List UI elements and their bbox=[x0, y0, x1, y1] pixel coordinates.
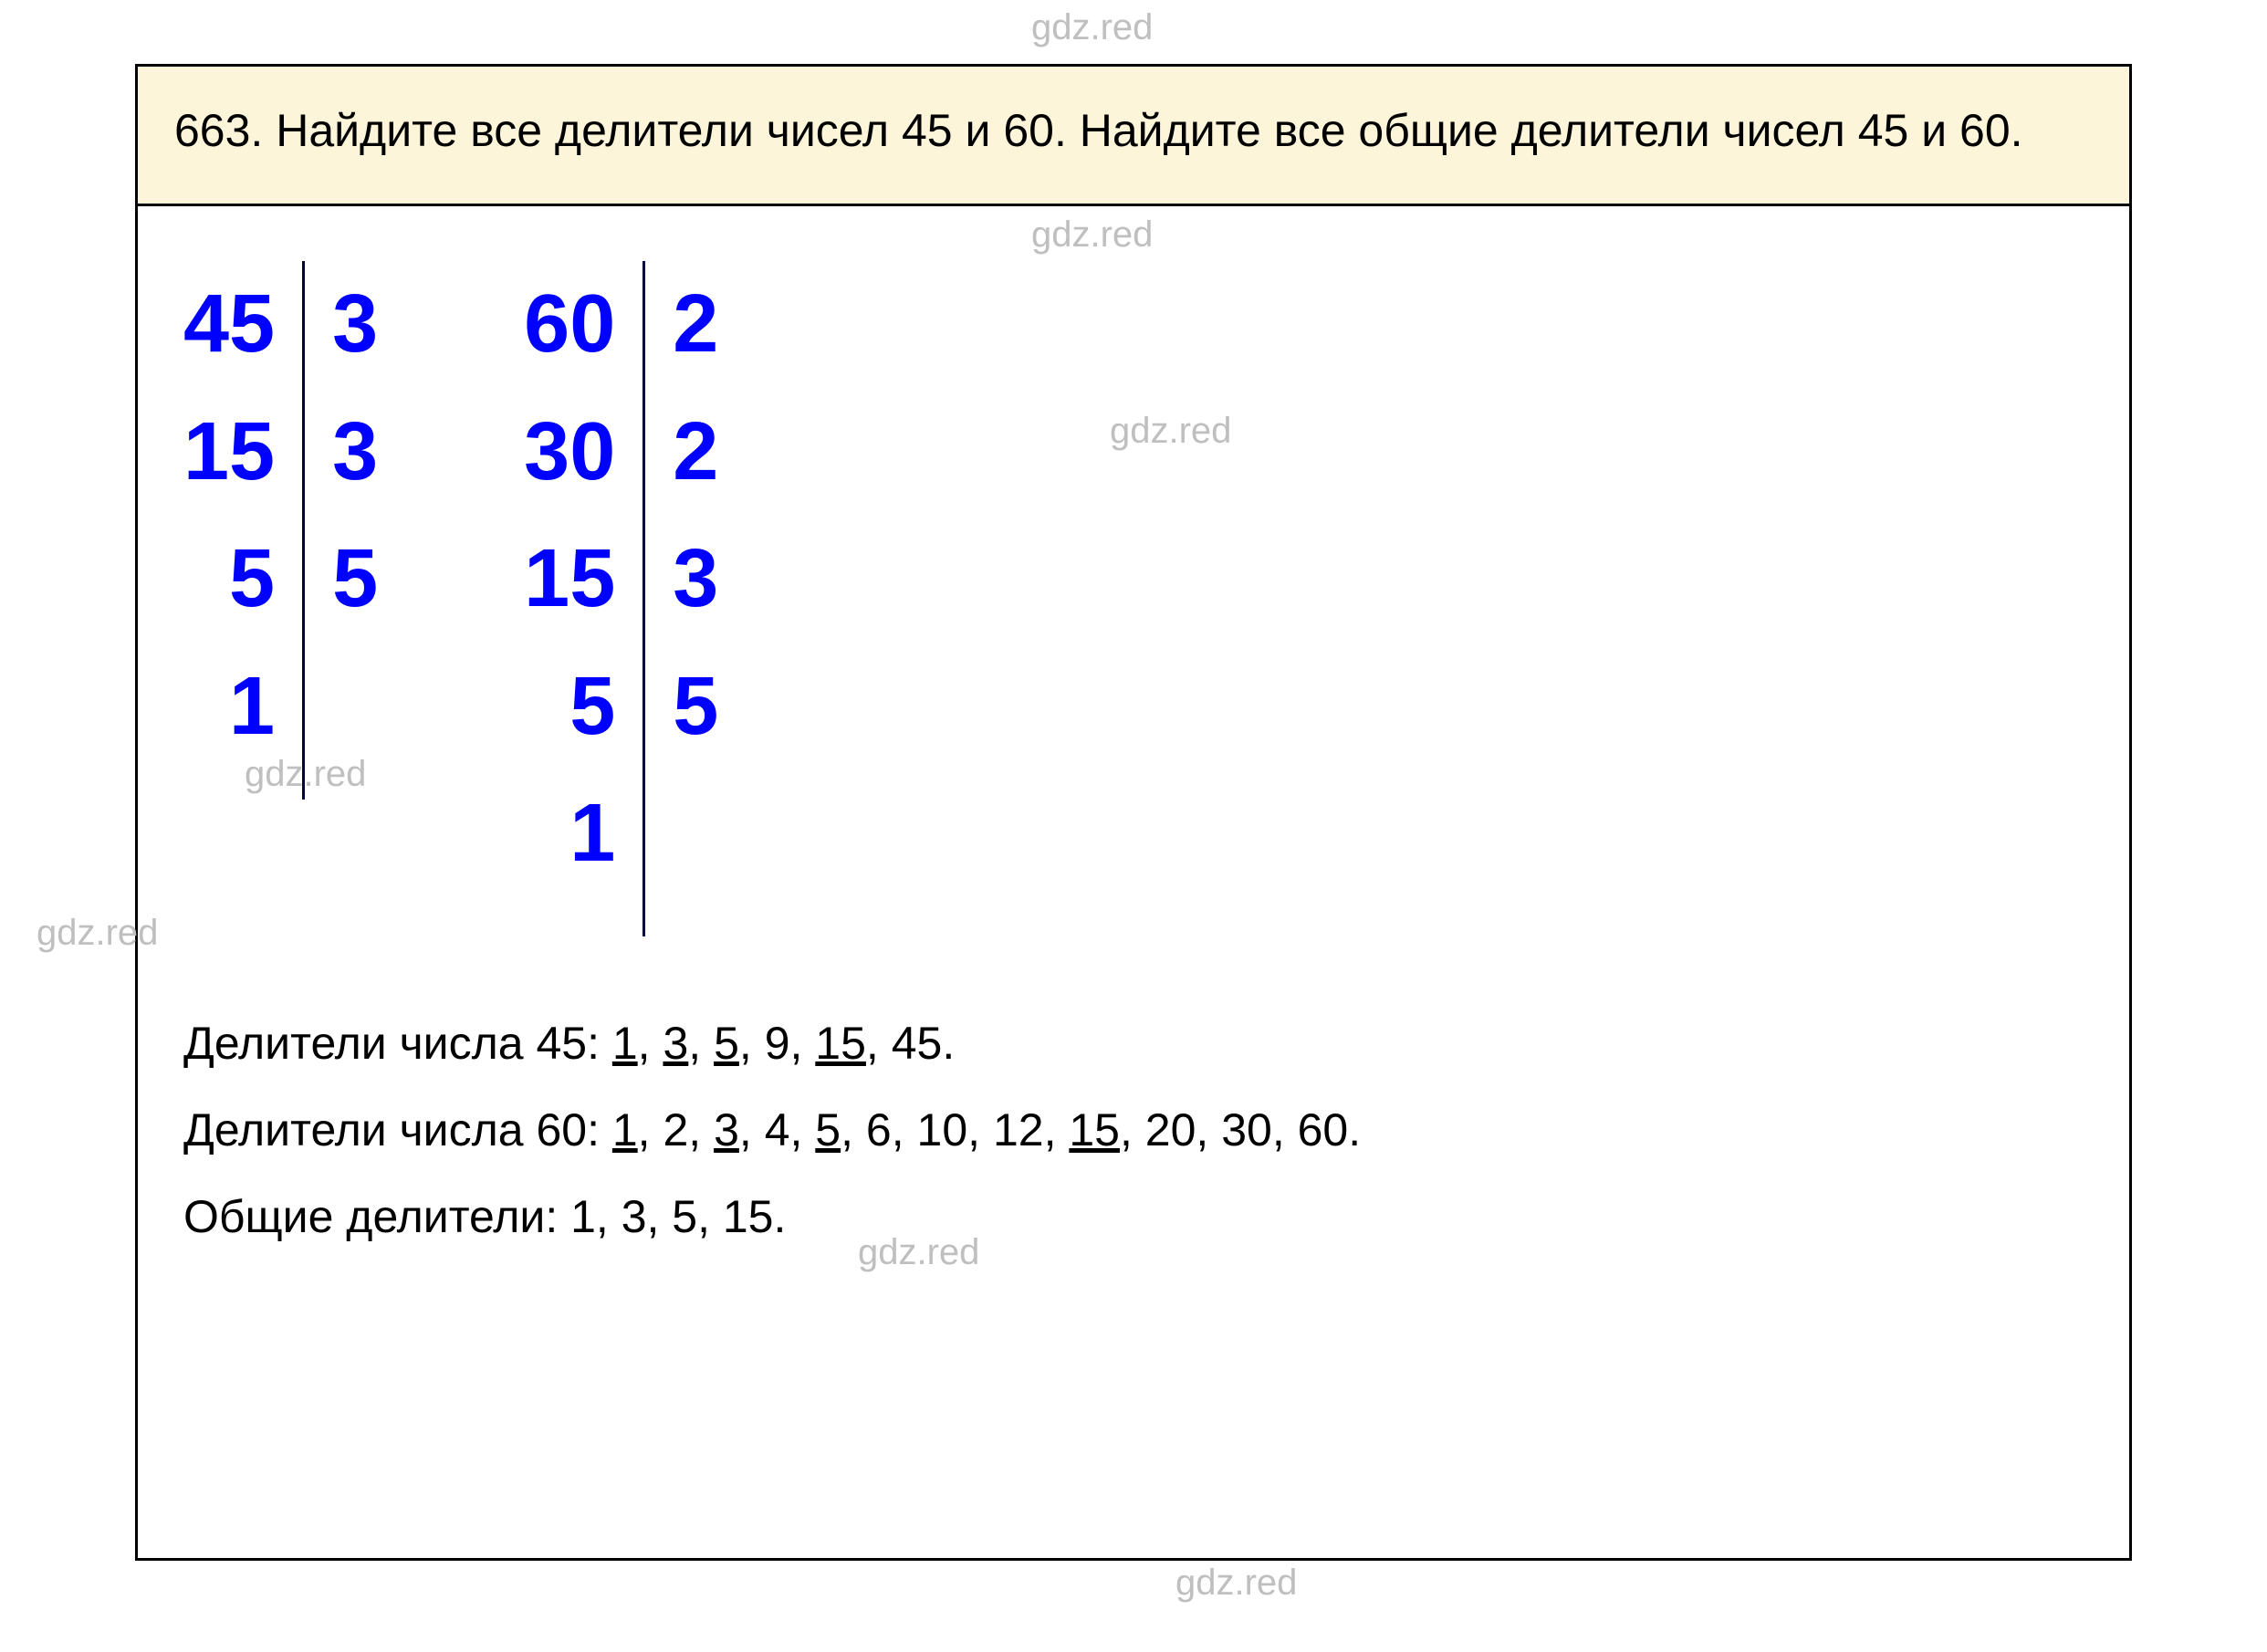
solution-area: 451551 335 60301551 2235 Делители числа … bbox=[138, 206, 2129, 1297]
factorization-row: 451551 335 60301551 2235 bbox=[183, 261, 2093, 936]
factor-number: 2 bbox=[673, 389, 718, 517]
factor-number: 1 bbox=[569, 770, 615, 898]
problem-header: 663. Найдите все делители чисел 45 и 60.… bbox=[138, 67, 2129, 206]
divisors-60-line: Делители числа 60: 1, 2, 3, 4, 5, 6, 10,… bbox=[183, 1087, 2093, 1174]
factor-number: 1 bbox=[229, 643, 275, 771]
watermark: gdz.red bbox=[1031, 7, 1153, 48]
factor-45-right-col: 335 bbox=[305, 261, 378, 643]
underlined-divisor: 3 bbox=[663, 1018, 688, 1069]
divisors-45-line: Делители числа 45: 1, 3, 5, 9, 15, 45. bbox=[183, 1000, 2093, 1087]
problem-text: 663. Найдите все делители чисел 45 и 60.… bbox=[174, 94, 2093, 167]
factor-number: 60 bbox=[524, 261, 615, 389]
underlined-divisor: 15 bbox=[815, 1018, 866, 1069]
factor-60-right-col: 2235 bbox=[645, 261, 718, 770]
underlined-divisor: 5 bbox=[815, 1104, 841, 1155]
factor-number: 15 bbox=[183, 389, 275, 517]
factor-number: 5 bbox=[229, 516, 275, 643]
factorization-45: 451551 335 bbox=[183, 261, 378, 936]
main-frame: 663. Найдите все делители чисел 45 и 60.… bbox=[135, 64, 2132, 1561]
factor-number: 5 bbox=[569, 643, 615, 771]
factor-number: 3 bbox=[332, 261, 378, 389]
underlined-divisor: 3 bbox=[714, 1104, 739, 1155]
factor-number: 45 bbox=[183, 261, 275, 389]
factor-number: 5 bbox=[332, 516, 378, 643]
factor-45-left-col: 451551 bbox=[183, 261, 302, 770]
factor-number: 2 bbox=[673, 261, 718, 389]
factor-number: 30 bbox=[524, 389, 615, 517]
underlined-divisor: 1 bbox=[612, 1018, 638, 1069]
factor-60-left-col: 60301551 bbox=[524, 261, 642, 898]
common-divisors-line: Общие делители: 1, 3, 5, 15. bbox=[183, 1174, 2093, 1260]
watermark: gdz.red bbox=[1175, 1563, 1297, 1604]
underlined-divisor: 1 bbox=[612, 1104, 638, 1155]
underlined-divisor: 5 bbox=[714, 1018, 739, 1069]
factor-number: 3 bbox=[673, 516, 718, 643]
answers-block: Делители числа 45: 1, 3, 5, 9, 15, 45. Д… bbox=[183, 1000, 2093, 1260]
factor-number: 15 bbox=[524, 516, 615, 643]
factor-number: 5 bbox=[673, 643, 718, 771]
factorization-60: 60301551 2235 bbox=[524, 261, 718, 936]
factor-number: 3 bbox=[332, 389, 378, 517]
underlined-divisor: 15 bbox=[1069, 1104, 1120, 1155]
